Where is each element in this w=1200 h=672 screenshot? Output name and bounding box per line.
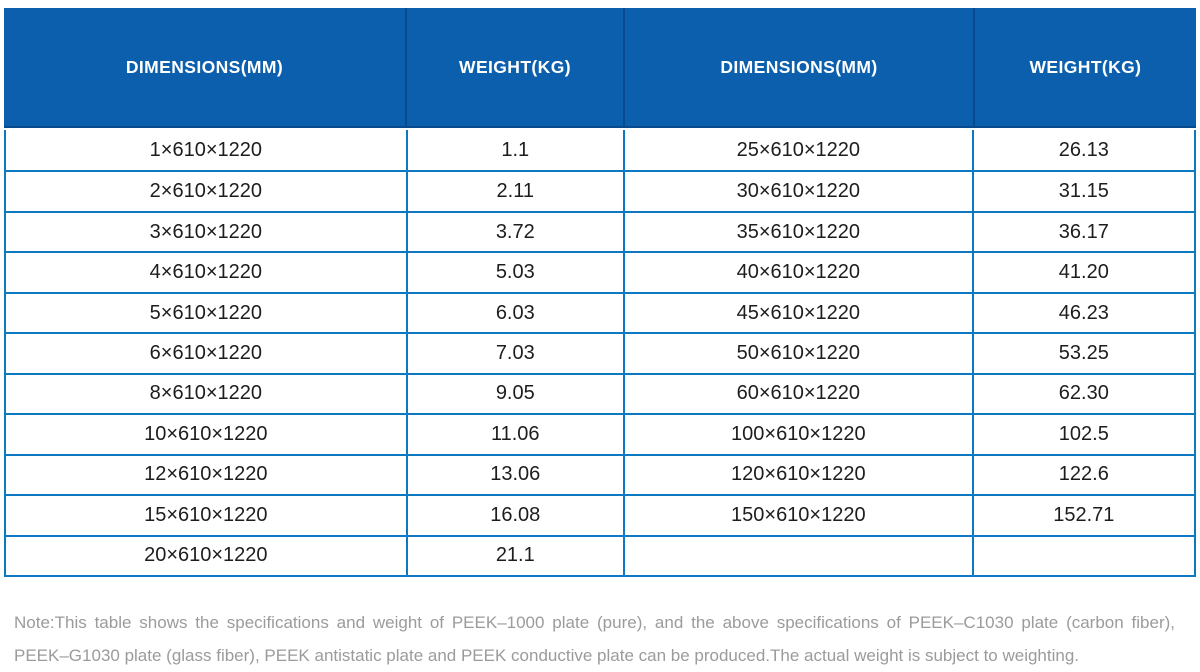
weight-cell: 5.03 bbox=[405, 251, 623, 292]
dimension-cell: 35×610×1220 bbox=[622, 210, 972, 252]
dimension-cell: 3×610×1220 bbox=[6, 210, 406, 251]
dimension-cell: 100×610×1220 bbox=[622, 413, 972, 454]
weight-cell: 122.6 bbox=[971, 453, 1194, 495]
weight-cell-empty bbox=[971, 534, 1194, 575]
weight-cell: 21.1 bbox=[405, 534, 623, 575]
weight-cell: 11.06 bbox=[405, 413, 623, 454]
dimension-cell: 20×610×1220 bbox=[6, 534, 406, 575]
dimension-cell: 30×610×1220 bbox=[622, 170, 972, 211]
header-dimensions-left: DIMENSIONS(MM) bbox=[125, 56, 284, 77]
dimension-cell: 150×610×1220 bbox=[622, 494, 972, 535]
dimension-cell: 6×610×1220 bbox=[6, 332, 406, 372]
dimension-cell: 40×610×1220 bbox=[622, 251, 972, 292]
header-dimensions-right: DIMENSIONS(MM) bbox=[623, 8, 973, 126]
weight-cell: 53.25 bbox=[971, 332, 1194, 373]
table-body: 1×610×1220 1.1 25×610×1220 26.13 2×610×1… bbox=[4, 130, 1196, 577]
dimension-cell: 10×610×1220 bbox=[6, 413, 406, 453]
spec-sheet: DIMENSIONS(MM) WEIGHT(KG) DIMENSIONS(MM)… bbox=[4, 8, 1196, 665]
weight-cell: 13.06 bbox=[405, 453, 623, 495]
weight-cell: 26.13 bbox=[971, 130, 1194, 171]
dimension-cell: 50×610×1220 bbox=[622, 332, 972, 373]
dimension-cell: 120×610×1220 bbox=[622, 453, 972, 495]
note-text: Note:This table shows the specifications… bbox=[14, 613, 1175, 665]
weight-cell: 46.23 bbox=[971, 291, 1194, 333]
dimension-cell: 4×610×1220 bbox=[6, 251, 406, 291]
dimension-cell: 60×610×1220 bbox=[622, 372, 972, 414]
dimension-cell: 45×610×1220 bbox=[622, 291, 972, 333]
weight-cell: 152.71 bbox=[971, 494, 1194, 535]
dimension-cell: 15×610×1220 bbox=[6, 494, 406, 534]
weight-cell: 6.03 bbox=[405, 291, 623, 333]
weight-cell: 1.1 bbox=[405, 130, 623, 171]
weight-cell: 41.20 bbox=[971, 251, 1194, 292]
dimension-cell: 12×610×1220 bbox=[6, 453, 406, 494]
header-weight-left: WEIGHT(KG) bbox=[404, 8, 623, 126]
weight-cell: 31.15 bbox=[971, 170, 1194, 211]
table-header-row: DIMENSIONS(MM) WEIGHT(KG) DIMENSIONS(MM)… bbox=[4, 8, 1196, 128]
header-weight-right: WEIGHT(KG) bbox=[972, 8, 1196, 126]
dimension-cell: 5×610×1220 bbox=[6, 291, 406, 332]
dimension-cell-empty bbox=[622, 534, 972, 575]
weight-cell: 16.08 bbox=[405, 494, 623, 535]
dimension-cell: 2×610×1220 bbox=[6, 170, 406, 210]
dimension-cell: 25×610×1220 bbox=[622, 130, 972, 171]
weight-cell: 62.30 bbox=[971, 372, 1194, 414]
weight-cell: 9.05 bbox=[405, 372, 623, 414]
spec-table: DIMENSIONS(MM) WEIGHT(KG) DIMENSIONS(MM)… bbox=[4, 8, 1196, 577]
weight-cell: 102.5 bbox=[971, 413, 1194, 454]
weight-cell: 2.11 bbox=[405, 170, 623, 211]
weight-cell: 36.17 bbox=[971, 210, 1194, 252]
weight-cell: 3.72 bbox=[405, 210, 623, 252]
weight-cell: 7.03 bbox=[405, 332, 623, 373]
dimension-cell: 8×610×1220 bbox=[6, 372, 406, 413]
dimension-cell: 1×610×1220 bbox=[149, 138, 262, 161]
